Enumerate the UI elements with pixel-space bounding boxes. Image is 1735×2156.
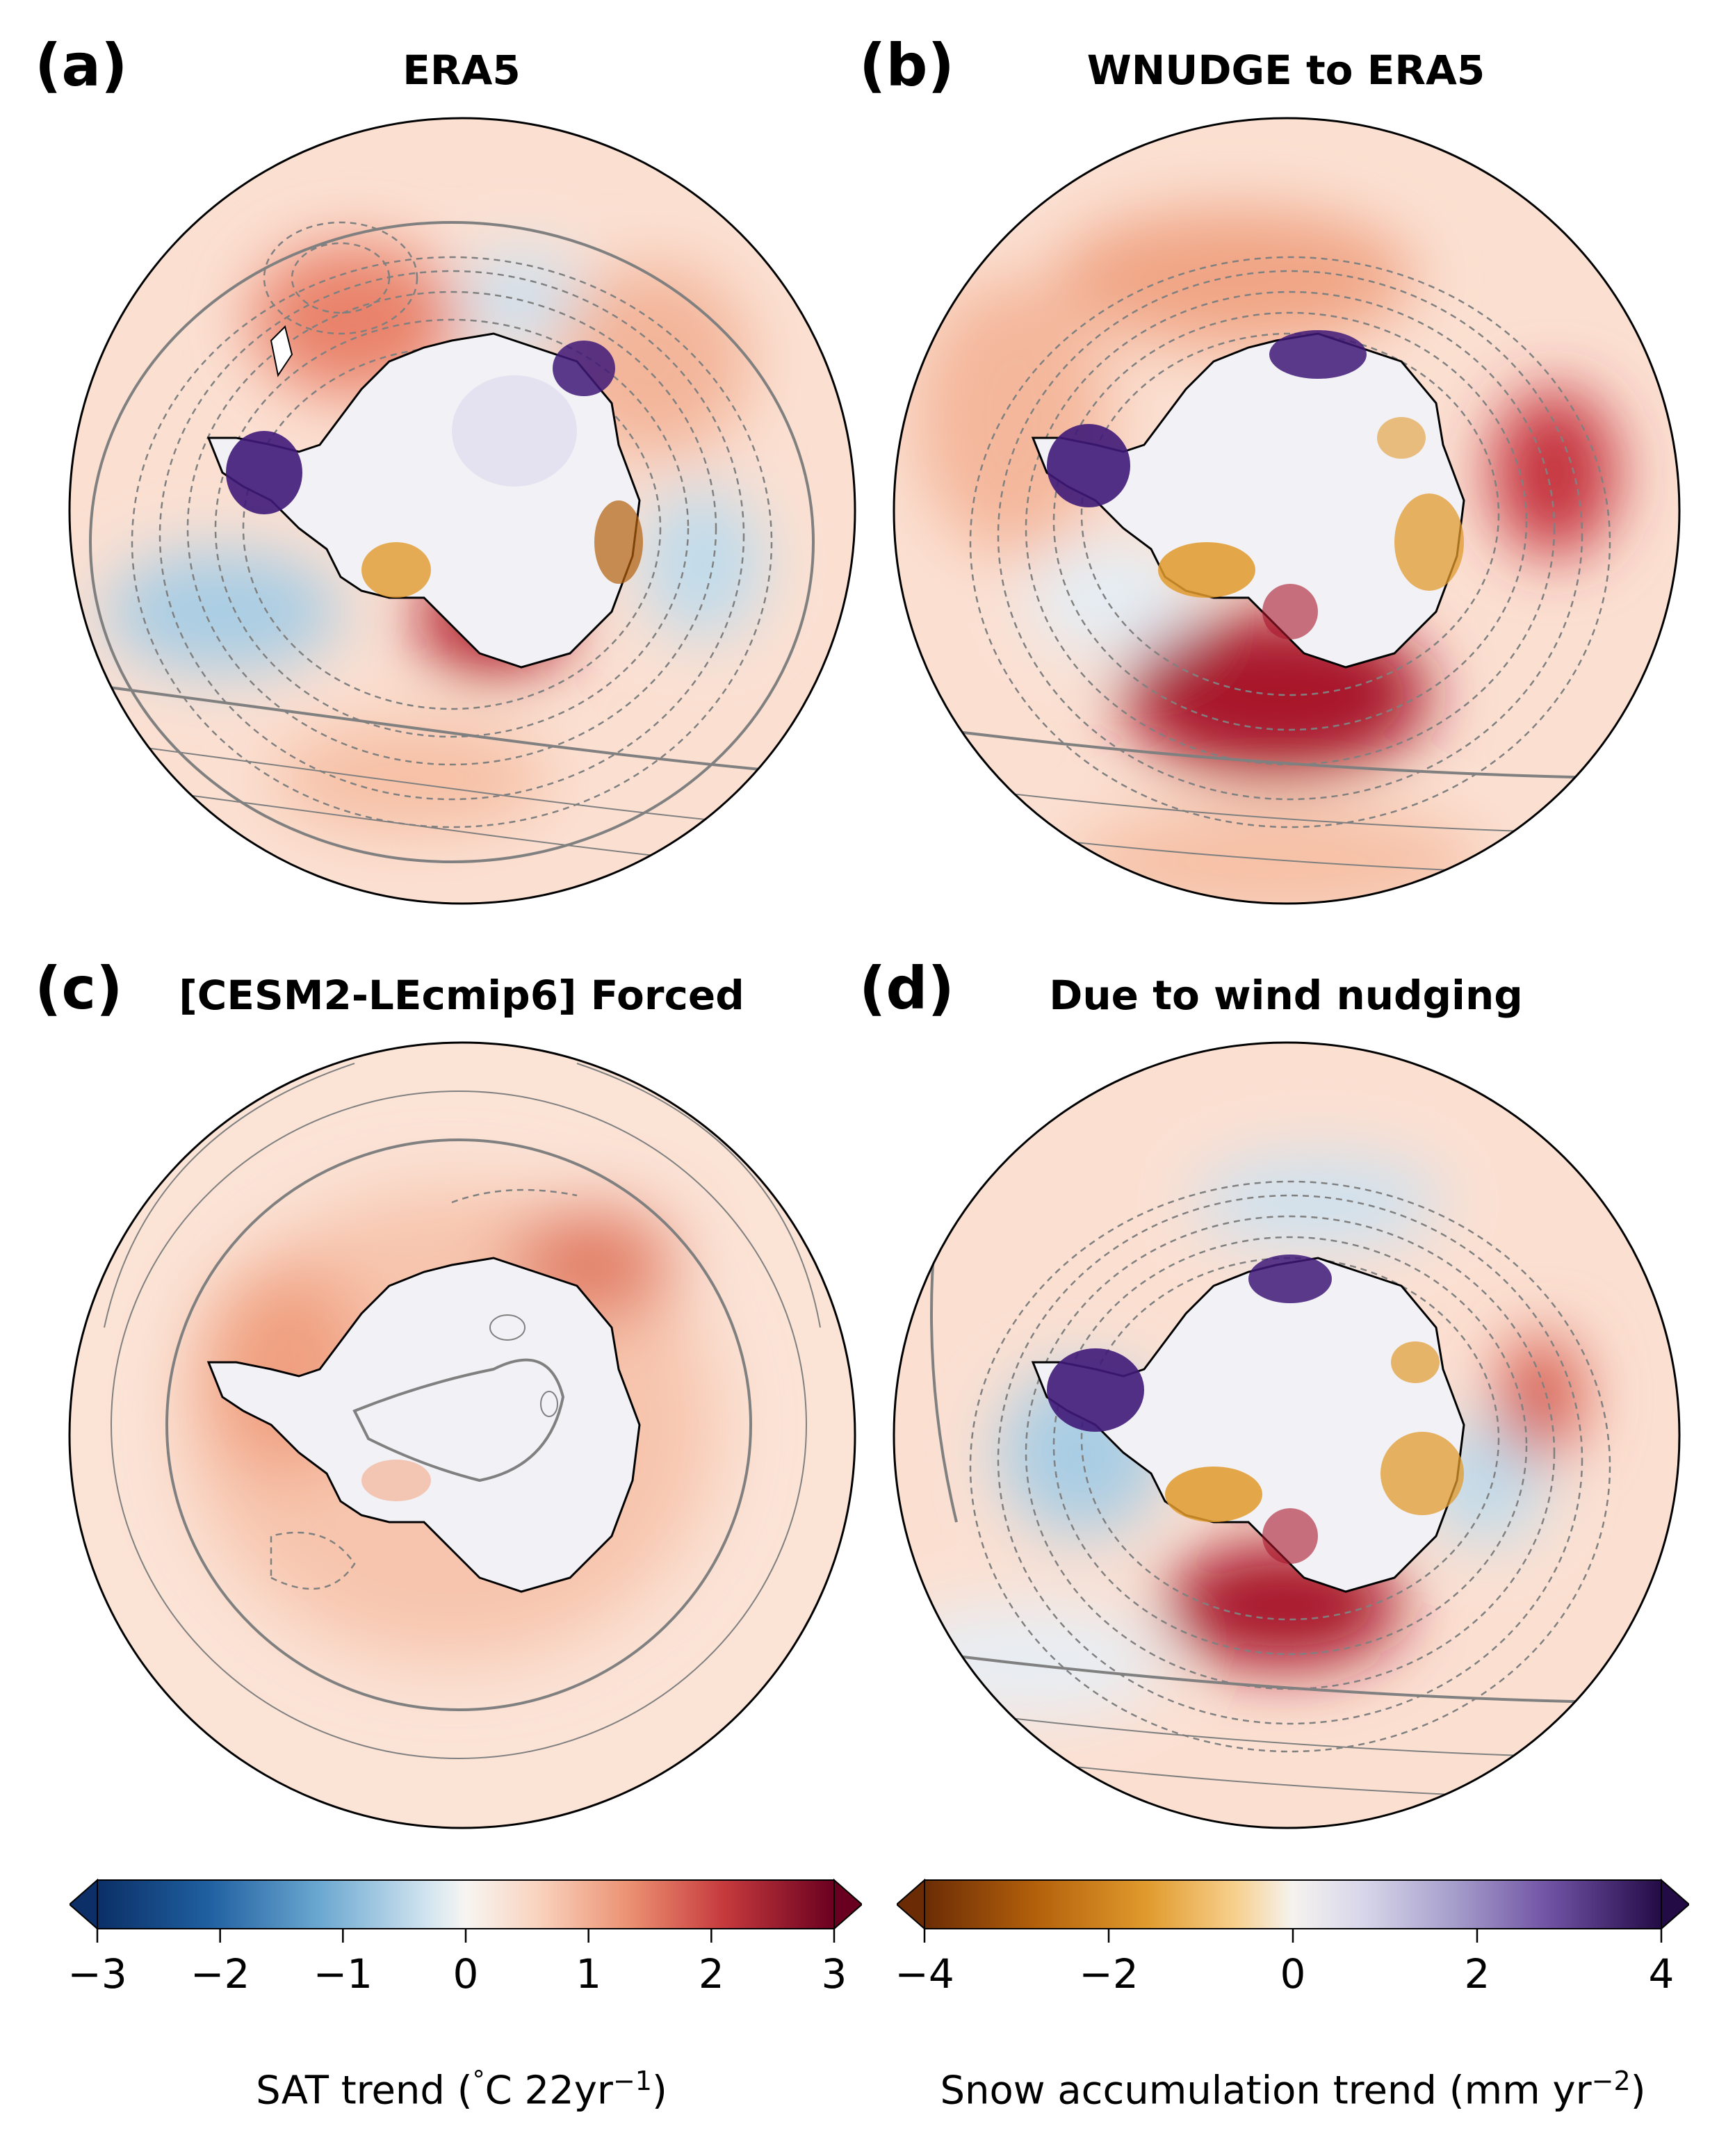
map-panel-c [68,1041,856,1829]
map-panel-d [893,1041,1681,1829]
map-panel-b [893,117,1681,905]
panel-b-title: WNUDGE to ERA5 [1086,47,1485,94]
panel-a-title: ERA5 [402,47,521,94]
panel-a-letter: (a) [35,31,128,99]
colorbar-snow-label: Snow accumulation trend (mm yr−2) [940,2066,1646,2114]
colorbar-snow-tick-label: 0 [1280,1950,1306,1998]
colorbar-sat-tick-label: −3 [70,1950,127,1998]
panel-b-letter: (b) [859,31,954,99]
colorbar-snow-tick-label: −4 [897,1950,954,1998]
panel-d-title: Due to wind nudging [1049,972,1523,1019]
colorbar-sat-tick-label: 1 [576,1950,601,1998]
colorbar-sat-tick-label: 3 [822,1950,847,1998]
colorbar-sat-tick-label: −2 [190,1950,250,1998]
colorbar-sat: −3 −2 −1 0 1 2 3 [70,1878,862,1998]
colorbar-sat-ticks: −3 −2 −1 0 1 2 3 [70,1929,847,1998]
colorbar-sat-tick-label: −1 [313,1950,373,1998]
colorbar-snow-ticks: −4 −2 0 2 4 [897,1929,1674,1998]
colorbar-snow-tick-label: 2 [1465,1950,1490,1998]
panel-c-letter: (c) [35,954,123,1022]
colorbar-sat-tick-label: 2 [699,1950,724,1998]
map-panel-a [68,117,856,905]
panel-d-letter: (d) [859,954,954,1022]
panel-c-title: [CESM2-LEcmip6] Forced [179,972,744,1019]
colorbar-snow: −4 −2 0 2 4 [897,1878,1689,1998]
colorbar-snow-tick-label: −2 [1079,1950,1139,1998]
colorbar-sat-label: SAT trend (°C 22yr−1) [256,2066,667,2114]
colorbar-snow-tick-label: 4 [1649,1950,1675,1998]
colorbar-sat-tick-label: 0 [453,1950,479,1998]
